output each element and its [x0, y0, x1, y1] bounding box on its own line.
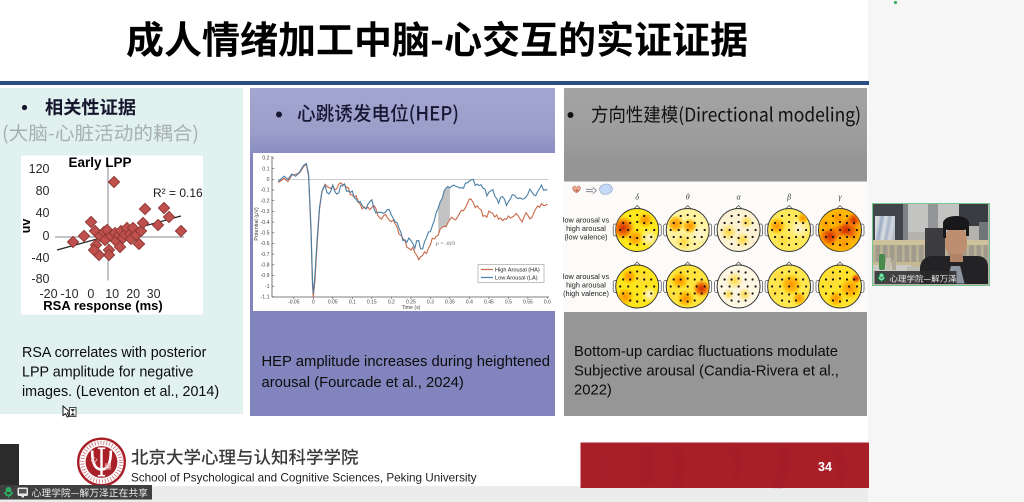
svg-text:0.1: 0.1 — [349, 300, 356, 306]
svg-text:School of Psychological and Co: School of Psychological and Cognitive Sc… — [131, 472, 477, 485]
svg-text:Potential (µV): Potential (µV) — [254, 207, 260, 241]
svg-text:-40: -40 — [31, 251, 49, 265]
svg-text:RSA correlates with posterior: RSA correlates with posterior — [22, 345, 207, 361]
svg-text:0.25: 0.25 — [406, 300, 416, 306]
svg-text:uv: uv — [19, 219, 33, 234]
svg-text:images. (Leventon et al., 2014: images. (Leventon et al., 2014) — [22, 384, 219, 400]
svg-text:2022): 2022) — [574, 383, 612, 399]
svg-text:30: 30 — [147, 287, 161, 301]
svg-text:β: β — [786, 193, 791, 202]
svg-text:-0.1: -0.1 — [261, 188, 270, 194]
svg-text:0.2: 0.2 — [262, 156, 269, 162]
svg-text:θ: θ — [686, 193, 690, 202]
svg-text:10: 10 — [105, 287, 119, 301]
svg-text:0.55: 0.55 — [523, 300, 533, 306]
svg-text:Low Arousal (LA): Low Arousal (LA) — [495, 276, 538, 282]
svg-text:-0.6: -0.6 — [261, 241, 270, 247]
svg-text:34: 34 — [818, 460, 832, 474]
svg-text:40: 40 — [36, 206, 50, 220]
svg-text:HEP amplitude increases during: HEP amplitude increases during heightene… — [262, 354, 550, 370]
svg-text:γ: γ — [838, 193, 842, 202]
svg-text:p = .019: p = .019 — [435, 241, 455, 247]
svg-text:-0.5: -0.5 — [261, 231, 270, 237]
svg-text:Time (s): Time (s) — [402, 305, 421, 311]
svg-text:0.1: 0.1 — [262, 166, 269, 172]
svg-text:(low valence): (low valence) — [565, 233, 608, 242]
svg-text:Subjective arousal (Candia-Riv: Subjective arousal (Candia-Rivera et al.… — [574, 364, 839, 380]
svg-text:R² = 0.16: R² = 0.16 — [153, 186, 203, 200]
svg-text:HR: HR — [574, 189, 579, 193]
svg-text:-0.2: -0.2 — [261, 198, 270, 204]
svg-text:80: 80 — [36, 184, 50, 198]
svg-text:-0.05: -0.05 — [288, 300, 300, 306]
svg-text:-20: -20 — [39, 287, 57, 301]
svg-text:0.6: 0.6 — [544, 300, 551, 306]
svg-text:low arousal vs: low arousal vs — [563, 216, 610, 225]
svg-text:0.4: 0.4 — [466, 300, 473, 306]
svg-text:RSA response (ms): RSA response (ms) — [43, 298, 162, 313]
svg-text:High Arousal (HA): High Arousal (HA) — [495, 268, 540, 274]
svg-text:120: 120 — [29, 162, 50, 176]
svg-text:0.3: 0.3 — [427, 300, 434, 306]
svg-text:-1: -1 — [265, 284, 270, 290]
svg-text:Early LPP: Early LPP — [68, 155, 131, 170]
svg-text:0.5: 0.5 — [505, 300, 512, 306]
svg-text:0.15: 0.15 — [367, 300, 377, 306]
svg-text:-0.7: -0.7 — [261, 252, 270, 258]
svg-text:δ: δ — [635, 193, 639, 202]
svg-text:Bottom-up cardiac fluctuations: Bottom-up cardiac fluctuations modulate — [574, 344, 838, 360]
svg-text:high arousal: high arousal — [566, 281, 606, 290]
svg-text:low arousal vs: low arousal vs — [563, 272, 610, 281]
svg-text:arousal (Fourcade et al., 2024: arousal (Fourcade et al., 2024) — [262, 375, 464, 391]
svg-text:0: 0 — [43, 229, 50, 243]
svg-text:0.2: 0.2 — [388, 300, 395, 306]
svg-text:0: 0 — [87, 287, 94, 301]
svg-text:-1.1: -1.1 — [261, 295, 270, 301]
svg-text:0: 0 — [312, 300, 315, 306]
svg-text:α: α — [736, 193, 741, 202]
svg-text:-0.8: -0.8 — [261, 263, 270, 269]
svg-text:-0.3: -0.3 — [261, 209, 270, 215]
svg-text:(high valence): (high valence) — [563, 289, 609, 298]
svg-text:-0.4: -0.4 — [261, 220, 270, 226]
svg-text:0.05: 0.05 — [328, 300, 338, 306]
svg-text:high arousal: high arousal — [566, 224, 606, 233]
svg-text:0: 0 — [267, 177, 270, 183]
svg-text:0.35: 0.35 — [445, 300, 455, 306]
svg-text:20: 20 — [126, 287, 140, 301]
svg-text:0.45: 0.45 — [484, 300, 494, 306]
svg-text:-10: -10 — [60, 287, 78, 301]
svg-text:-80: -80 — [31, 272, 49, 286]
svg-text:LPP amplitude for negative: LPP amplitude for negative — [22, 365, 193, 381]
svg-text:-0.9: -0.9 — [261, 273, 270, 279]
